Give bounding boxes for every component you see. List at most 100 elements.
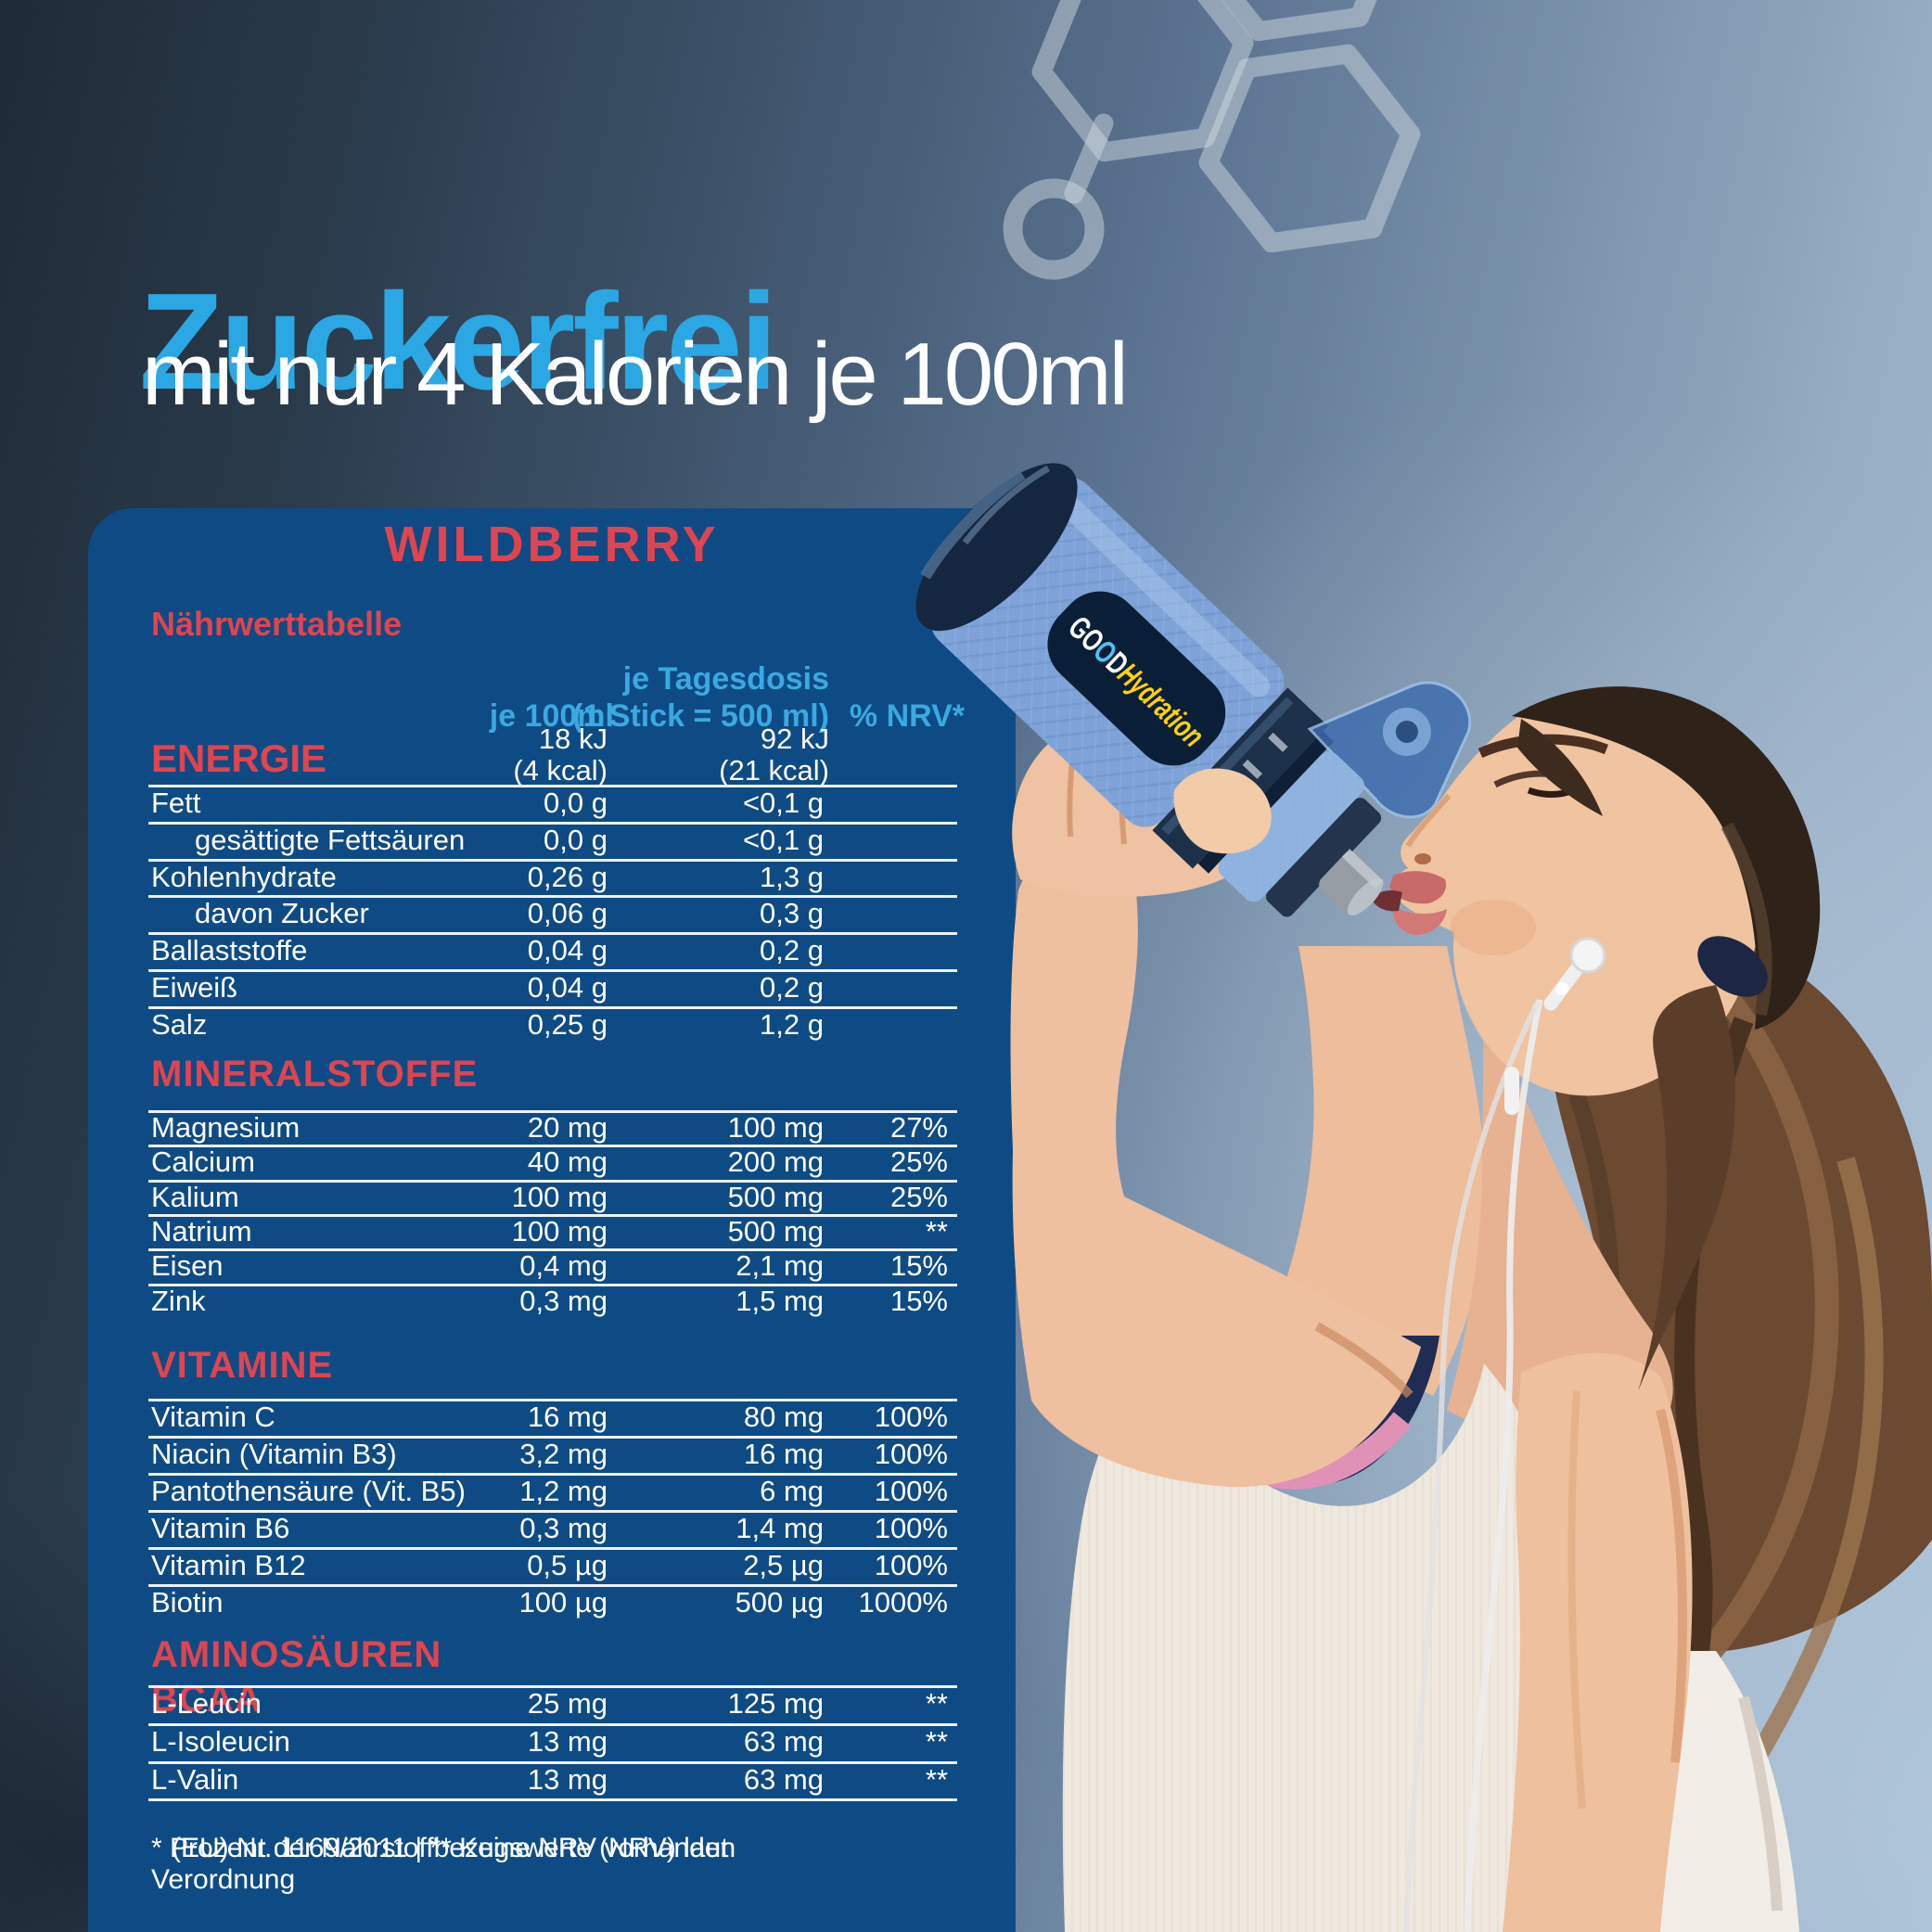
row-label: Kalium (151, 1180, 239, 1213)
energy-per-100ml: 18 kJ (4 kcal) (513, 723, 608, 787)
row-label: L-Leucin (151, 1687, 262, 1720)
column-header-daily-dose: je Tagesdosis (1 Stick = 500 ml) (440, 660, 829, 735)
row-label: Zink (151, 1284, 206, 1317)
table-row: Salz 0,25 g 1,2 g (88, 1006, 1016, 1043)
value-daily-dose: 0,2 g (760, 971, 824, 1004)
value-per-100ml: 25 mg (527, 1687, 608, 1720)
energy-daily-kcal: (21 kcal) (719, 754, 829, 787)
value-per-100ml: 0,3 mg (519, 1512, 608, 1544)
row-label: Calcium (151, 1145, 255, 1179)
row-label: Biotin (151, 1586, 224, 1619)
column-header-daily-line1: je Tagesdosis (622, 661, 829, 697)
section-header: MINERALSTOFFE (151, 1054, 479, 1094)
value-nrv-percent: 100% (874, 1512, 948, 1544)
value-nrv-percent: ** (925, 1214, 948, 1247)
table-row: Kohlenhydrate 0,26 g 1,3 g (88, 859, 1016, 896)
table-row: Kalium 100 mg 500 mg 25% (88, 1180, 1016, 1214)
value-nrv-percent: 100% (874, 1401, 948, 1433)
row-label: Eisen (151, 1249, 224, 1283)
value-nrv-percent: 25% (889, 1145, 948, 1179)
value-nrv-percent: 15% (889, 1249, 948, 1283)
value-per-100ml: 0,26 g (527, 860, 608, 893)
table-divider (148, 1685, 957, 1688)
value-per-100ml: 13 mg (527, 1724, 608, 1758)
row-label: Natrium (151, 1214, 252, 1247)
table-row: Eisen 0,4 mg 2,1 mg 15% (88, 1248, 1016, 1283)
table-row: Vitamin C 16 mg 80 mg 100% (88, 1399, 1016, 1436)
value-daily-dose: 0,2 g (760, 934, 824, 967)
table-row: gesättigte Fettsäuren 0,0 g <0,1 g (88, 822, 1016, 859)
value-nrv-percent: ** (925, 1762, 948, 1796)
energy-daily: 92 kJ (21 kcal) (719, 723, 829, 787)
row-label: Fett (151, 787, 201, 819)
table-divider (148, 1145, 957, 1148)
row-label: Ballaststoffe (151, 934, 308, 967)
table-divider (148, 785, 957, 787)
section-header: VITAMINE (151, 1345, 334, 1386)
value-per-100ml: 0,06 g (527, 897, 608, 930)
value-per-100ml: 0,0 g (544, 823, 608, 856)
value-daily-dose: 0,3 g (760, 897, 824, 930)
value-per-100ml: 16 mg (527, 1401, 608, 1433)
value-daily-dose: 125 mg (727, 1687, 824, 1720)
table-row: davon Zucker 0,06 g 0,3 g (88, 895, 1016, 932)
table-divider (148, 1248, 957, 1252)
column-header-daily-line2: (1 Stick = 500 ml) (572, 698, 829, 734)
table-row: Fett 0,0 g <0,1 g (88, 785, 1016, 822)
footnote-line2: (EU) Nr. 1169/2011 | ** Keine NRV vorhan… (172, 1833, 736, 1863)
value-daily-dose: 1,3 g (760, 860, 824, 893)
value-daily-dose: 6 mg (760, 1475, 824, 1507)
value-daily-dose: 100 mg (727, 1111, 824, 1144)
table-row: L-Leucin 25 mg 125 mg ** (88, 1685, 1016, 1723)
row-label: Eiweiß (151, 971, 238, 1004)
value-per-100ml: 100 µg (518, 1586, 608, 1619)
row-label: gesättigte Fettsäuren (195, 823, 466, 856)
table-divider (148, 1213, 957, 1217)
table-divider (148, 895, 957, 899)
table-divider (148, 1110, 957, 1113)
value-per-100ml: 0,04 g (527, 971, 608, 1004)
table-row: L-Isoleucin 13 mg 63 mg ** (88, 1723, 1016, 1761)
value-per-100ml: 40 mg (527, 1145, 608, 1179)
table-row: Biotin 100 µg 500 µg 1000% (88, 1584, 1016, 1621)
row-label: L-Valin (151, 1762, 239, 1796)
value-nrv-percent: 100% (874, 1438, 948, 1470)
value-nrv-percent: 100% (874, 1475, 948, 1507)
value-nrv-percent: ** (925, 1724, 948, 1758)
value-per-100ml: 0,4 mg (519, 1249, 608, 1283)
row-label: Magnesium (151, 1111, 301, 1144)
headline: Zuckerfrei (139, 265, 778, 419)
row-label: Niacin (Vitamin B3) (151, 1438, 397, 1470)
value-per-100ml: 100 mg (511, 1214, 608, 1247)
table-row: Eiweiß 0,04 g 0,2 g (88, 969, 1016, 1006)
table-divider (148, 821, 957, 825)
value-nrv-percent: ** (925, 1687, 948, 1720)
row-label: Vitamin B6 (151, 1512, 290, 1544)
value-daily-dose: 1,4 mg (736, 1512, 824, 1544)
energy-kcal: (4 kcal) (513, 754, 608, 787)
value-daily-dose: 2,5 µg (743, 1549, 824, 1581)
table-row: L-Valin 13 mg 63 mg ** (88, 1761, 1016, 1799)
table-row: Niacin (Vitamin B3) 3,2 mg 16 mg 100% (88, 1436, 1016, 1473)
value-daily-dose: 1,5 mg (736, 1284, 824, 1317)
value-per-100ml: 3,2 mg (519, 1438, 608, 1470)
value-nrv-percent: 100% (874, 1549, 948, 1581)
table-divider (148, 1283, 957, 1286)
row-label: Pantothensäure (Vit. B5) (151, 1475, 466, 1507)
value-per-100ml: 13 mg (527, 1762, 608, 1796)
value-daily-dose: 500 µg (735, 1586, 824, 1619)
subheadline: mit nur 4 Kalorien je 100ml (142, 325, 1129, 424)
table-divider (148, 969, 957, 972)
value-per-100ml: 0,5 µg (527, 1549, 608, 1581)
nutrition-panel: WILDBERRY Nährwerttabelle je 100ml je Ta… (88, 508, 1016, 1932)
value-daily-dose: 200 mg (727, 1145, 824, 1179)
value-daily-dose: 63 mg (743, 1762, 824, 1796)
table-divider (148, 1005, 957, 1009)
table-divider (148, 1798, 957, 1802)
value-daily-dose: <0,1 g (742, 787, 824, 819)
table-row: Vitamin B12 0,5 µg 2,5 µg 100% (88, 1547, 1016, 1584)
value-daily-dose: 500 mg (727, 1214, 824, 1247)
table-divider (148, 932, 957, 936)
footnote-line1: * Prozent der Nährstoffbezugswerte (NRV)… (151, 1833, 729, 1895)
table-divider (148, 858, 957, 862)
